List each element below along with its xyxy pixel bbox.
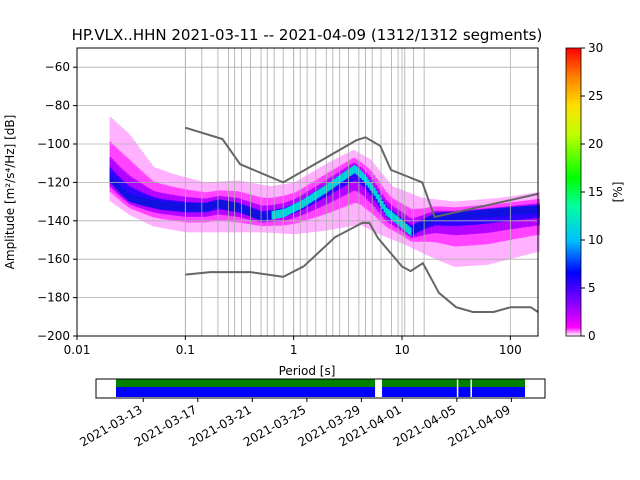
processed-strip [116, 379, 525, 387]
data-gap [456, 379, 459, 398]
y-tick-label: −140 [37, 214, 70, 228]
x-tick-label: 10 [394, 343, 409, 357]
x-tick-label: 100 [499, 343, 522, 357]
colorbar-tick-label: 10 [588, 233, 603, 247]
y-tick-label: −100 [37, 137, 70, 151]
data-availability-bar [95, 378, 546, 399]
x-tick-label: 1 [290, 343, 298, 357]
colorbar-tick-label: 0 [588, 329, 596, 343]
colorbar-ticks: 0 5 10 15 20 25 30 [581, 41, 603, 343]
data-gap [375, 379, 383, 398]
colorbar-tick-label: 20 [588, 137, 603, 151]
coverage-strip [116, 387, 525, 397]
x-axis-label: Period [s] [279, 364, 336, 378]
chart-title: HP.VLX..HHN 2021-03-11 -- 2021-04-09 (13… [72, 26, 543, 44]
y-tick-label: −60 [45, 60, 70, 74]
y-tick-label: −80 [45, 99, 70, 113]
time-tick-label: 2021-04-09 [445, 402, 512, 449]
colorbar-tick-label: 25 [588, 89, 603, 103]
noise-models [185, 126, 539, 313]
x-tick-label: 0.1 [176, 343, 195, 357]
y-tick-label: −120 [37, 175, 70, 189]
x-tick-label: 0.01 [64, 343, 91, 357]
noise-model-high [185, 126, 539, 219]
x-axis-ticks: 0.01 0.1 1 10 100 [64, 336, 522, 357]
y-tick-label: −180 [37, 291, 70, 305]
y-axis-ticks: −60 −80 −100 −120 −140 −160 −180 −200 [37, 60, 77, 343]
noise-model-low [185, 221, 539, 313]
colorbar-tick-label: 5 [588, 281, 596, 295]
data-gap [470, 379, 472, 398]
plot-frame [76, 47, 539, 337]
colorbar-tick-label: 15 [588, 185, 603, 199]
colorbar [565, 47, 582, 337]
colorbar-label: [%] [611, 182, 625, 203]
probability-heatmap [109, 117, 540, 267]
time-axis-ticks: 2021-03-132021-03-172021-03-212021-03-25… [77, 398, 513, 449]
availability-border [95, 378, 546, 399]
y-tick-label: −160 [37, 252, 70, 266]
y-axis-label: Amplitude [m²/s⁴/Hz] [dB] [3, 115, 17, 270]
y-tick-label: −200 [37, 329, 70, 343]
colorbar-tick-label: 30 [588, 41, 603, 55]
